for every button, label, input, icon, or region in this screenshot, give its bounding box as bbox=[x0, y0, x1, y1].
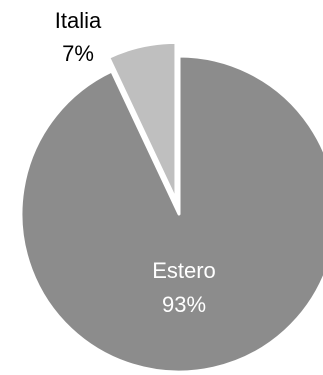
percent-label-italia: 7% bbox=[62, 41, 94, 66]
category-label-estero: Estero bbox=[152, 258, 216, 283]
data-label-estero: Estero 93% bbox=[152, 258, 216, 317]
percent-label-estero: 93% bbox=[162, 292, 206, 317]
category-label-italia: Italia bbox=[55, 8, 102, 33]
pie-slice-estero bbox=[19, 54, 323, 374]
data-label-italia: Italia 7% bbox=[55, 8, 102, 66]
pie-slice-italia bbox=[107, 40, 178, 202]
